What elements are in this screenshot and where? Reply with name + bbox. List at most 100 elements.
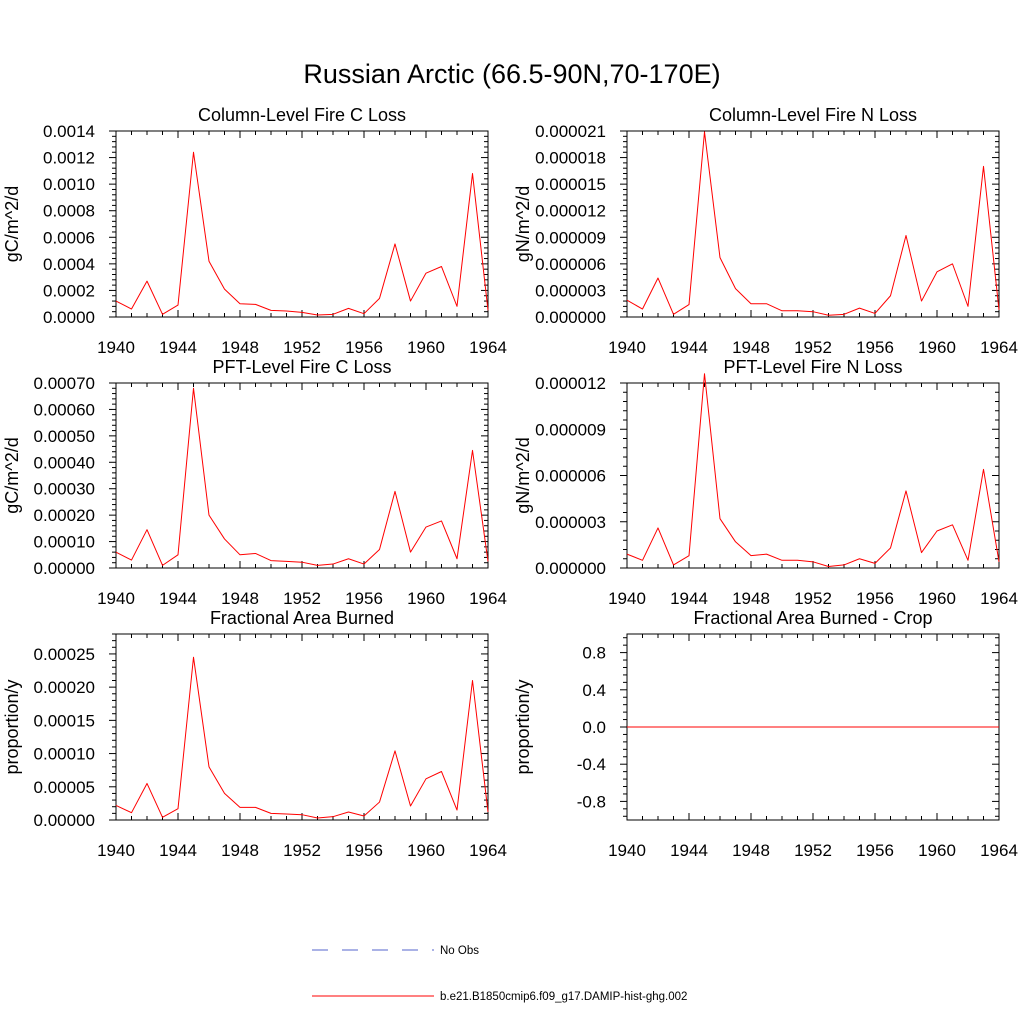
- x-tick-label: 1952: [794, 338, 832, 357]
- y-tick-label: 0.000003: [535, 513, 606, 532]
- x-tick-label: 1964: [469, 338, 507, 357]
- x-tick-label: 1960: [407, 589, 445, 608]
- y-tick-label: 0.0010: [43, 175, 95, 194]
- y-tick-label: 0.00005: [34, 778, 95, 797]
- panels: 1940 1944 1948 1952 1956 1960 1964 0.0000 0.0002…: [2, 105, 1018, 860]
- x-tick-label: 1948: [221, 338, 259, 357]
- y-tick-label: 0.0014: [43, 122, 95, 141]
- series-line: [115, 387, 489, 566]
- x-tick-label: 1956: [856, 338, 894, 357]
- x-tick-label: 1952: [794, 589, 832, 608]
- series-line: [115, 656, 489, 819]
- y-tick-label: 0.4: [582, 681, 606, 700]
- x-tick-label: 1948: [221, 841, 259, 860]
- panel-fractional-area-burned: 1940 1944 1948 1952 1956 1960 1964 0.00000 0.000…: [2, 608, 507, 860]
- y-tick-label: 0.8: [582, 644, 606, 663]
- x-tick-label: 1964: [469, 841, 507, 860]
- x-tick-label: 1940: [608, 841, 646, 860]
- y-tick-label: 0.00020: [34, 506, 95, 525]
- y-tick-label: 0.000006: [535, 255, 606, 274]
- y-tick-label: 0.000009: [535, 420, 606, 439]
- x-tick-label: 1952: [283, 338, 321, 357]
- y-tick-label: 0.000012: [535, 202, 606, 221]
- series-line: [115, 151, 489, 316]
- x-tick-label: 1948: [732, 589, 770, 608]
- x-tick-label: 1956: [345, 338, 383, 357]
- x-tick-label: 1944: [670, 338, 708, 357]
- panel-title: Column-Level Fire N Loss: [709, 105, 917, 125]
- x-tick-label: 1952: [283, 841, 321, 860]
- x-tick-label: 1940: [97, 338, 135, 357]
- x-tick-label: 1956: [856, 589, 894, 608]
- x-tick-label: 1960: [407, 841, 445, 860]
- panel-column-level-fire-n-loss: 1940 1944 1948 1952 1956 1960 1964 0.000000 0.00…: [513, 105, 1018, 357]
- y-tick-label: 0.00030: [34, 480, 95, 499]
- x-tick-label: 1952: [283, 589, 321, 608]
- series-line: [626, 373, 1000, 567]
- x-tick-label: 1956: [345, 589, 383, 608]
- x-tick-label: 1952: [794, 841, 832, 860]
- y-tick-label: 0.000003: [535, 281, 606, 300]
- y-tick-label: 0.000012: [535, 374, 606, 393]
- plot-frame: [115, 633, 489, 821]
- x-tick-label: 1964: [980, 589, 1018, 608]
- y-tick-label: 0.0002: [43, 281, 95, 300]
- y-tick-label: 0.00010: [34, 533, 95, 552]
- figure-title: Russian Arctic (66.5-90N,70-170E): [303, 59, 720, 89]
- y-tick-label: 0.0000: [43, 308, 95, 327]
- y-tick-label: 0.00050: [34, 427, 95, 446]
- y-tick-label: -0.8: [577, 792, 606, 811]
- panel-title: Fractional Area Burned - Crop: [693, 608, 932, 628]
- y-tick-label: 0.0008: [43, 202, 95, 221]
- x-tick-label: 1948: [221, 589, 259, 608]
- x-tick-label: 1948: [732, 841, 770, 860]
- x-tick-label: 1964: [469, 589, 507, 608]
- panel-fractional-area-burned-crop: 1940 1944 1948 1952 1956 1960 1964 -0.8 -0.4 0.0 0…: [513, 608, 1018, 860]
- y-tick-label: 0.00015: [34, 711, 95, 730]
- x-tick-label: 1944: [670, 589, 708, 608]
- legend-label-no-obs: No Obs: [440, 945, 479, 957]
- y-tick-label: 0.000006: [535, 467, 606, 486]
- x-tick-label: 1960: [918, 338, 956, 357]
- y-tick-label: 0.00020: [34, 678, 95, 697]
- x-tick-label: 1940: [608, 338, 646, 357]
- legend-label-model-run: b.e21.B1850cmip6.f09_g17.DAMIP-hist-ghg.…: [440, 991, 687, 1003]
- x-tick-label: 1940: [608, 589, 646, 608]
- x-tick-label: 1956: [345, 841, 383, 860]
- y-tick-label: 0.000009: [535, 228, 606, 247]
- y-tick-label: 0.00025: [34, 645, 95, 664]
- panel-title: Fractional Area Burned: [210, 608, 394, 628]
- y-axis-label: gN/m^2/d: [513, 437, 533, 513]
- y-axis-label: gN/m^2/d: [513, 186, 533, 262]
- x-tick-label: 1964: [980, 338, 1018, 357]
- y-tick-label: 0.000018: [535, 149, 606, 168]
- y-tick-label: 0.0004: [43, 255, 95, 274]
- y-axis-label: gC/m^2/d: [2, 186, 22, 262]
- y-tick-label: 0.0006: [43, 228, 95, 247]
- panel-title: Column-Level Fire C Loss: [198, 105, 406, 125]
- y-tick-label: 0.00000: [34, 559, 95, 578]
- y-tick-label: 0.000000: [535, 308, 606, 327]
- x-tick-label: 1944: [159, 589, 197, 608]
- series-line: [626, 131, 1000, 316]
- plot-frame: [115, 130, 489, 318]
- y-axis-label: gC/m^2/d: [2, 437, 22, 513]
- y-tick-label: 0.00010: [34, 745, 95, 764]
- panel-pft-level-fire-n-loss: 1940 1944 1948 1952 1956 1960 1964 0.000000 0.00…: [513, 357, 1018, 608]
- y-tick-label: 0.00070: [34, 374, 95, 393]
- y-tick-label: 0.000015: [535, 175, 606, 194]
- x-tick-label: 1944: [159, 841, 197, 860]
- y-axis-label: proportion/y: [2, 679, 22, 774]
- x-tick-label: 1944: [159, 338, 197, 357]
- x-tick-label: 1960: [918, 841, 956, 860]
- y-tick-label: 0.00040: [34, 453, 95, 472]
- x-tick-label: 1940: [97, 589, 135, 608]
- legend: No Obs b.e21.B1850cmip6.f09_g17.DAMIP-hi…: [312, 945, 687, 1003]
- y-tick-label: 0.00060: [34, 400, 95, 419]
- y-tick-label: 0.000000: [535, 559, 606, 578]
- plot-frame: [626, 130, 1000, 318]
- x-tick-label: 1960: [918, 589, 956, 608]
- x-tick-label: 1956: [856, 841, 894, 860]
- x-tick-label: 1960: [407, 338, 445, 357]
